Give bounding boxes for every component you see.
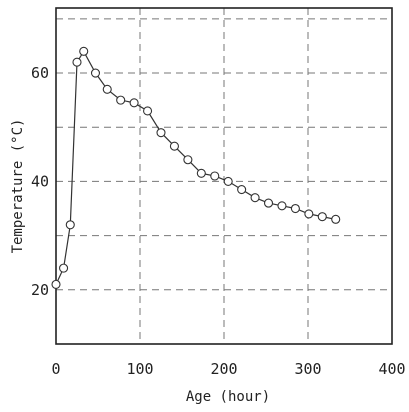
data-point (331, 214, 341, 224)
data-point (59, 263, 69, 273)
data-point (223, 176, 233, 186)
x-axis-label: Age (hour) (186, 389, 270, 405)
data-point (116, 95, 126, 105)
data-point (143, 106, 153, 116)
data-point (129, 98, 139, 108)
y-axis-label: Temperature (°C) (10, 119, 26, 254)
x-tick-label: 0 (51, 360, 60, 378)
data-point (51, 279, 61, 289)
y-tick-labels: 20 40 60 (31, 64, 49, 299)
data-point (183, 155, 193, 165)
data-point (196, 168, 206, 178)
x-tick-label: 300 (294, 360, 321, 378)
data-point (210, 171, 220, 181)
data-point (250, 193, 260, 203)
data-point (237, 184, 247, 195)
data-point (317, 212, 327, 222)
data-point (90, 68, 101, 78)
data-point (79, 46, 89, 56)
y-tick-label: 60 (31, 64, 49, 82)
data-point (72, 57, 82, 67)
x-tick-label: 100 (126, 360, 153, 378)
y-tick-label: 40 (31, 172, 49, 190)
series-line (55, 50, 336, 285)
data-point (65, 220, 75, 230)
grid-lines (56, 8, 392, 344)
data-point (304, 209, 314, 219)
data-point (263, 198, 274, 208)
data-point (102, 84, 112, 94)
x-tick-label: 200 (210, 360, 237, 378)
x-tick-labels: 0 100 200 300 400 (51, 360, 405, 378)
data-point (290, 203, 300, 214)
series-layer (51, 46, 341, 289)
y-tick-label: 20 (31, 281, 49, 299)
data-point (156, 128, 166, 138)
data-point (169, 141, 179, 151)
data-point (277, 201, 287, 211)
x-tick-label: 400 (378, 360, 405, 378)
plot-frame (55, 7, 393, 345)
